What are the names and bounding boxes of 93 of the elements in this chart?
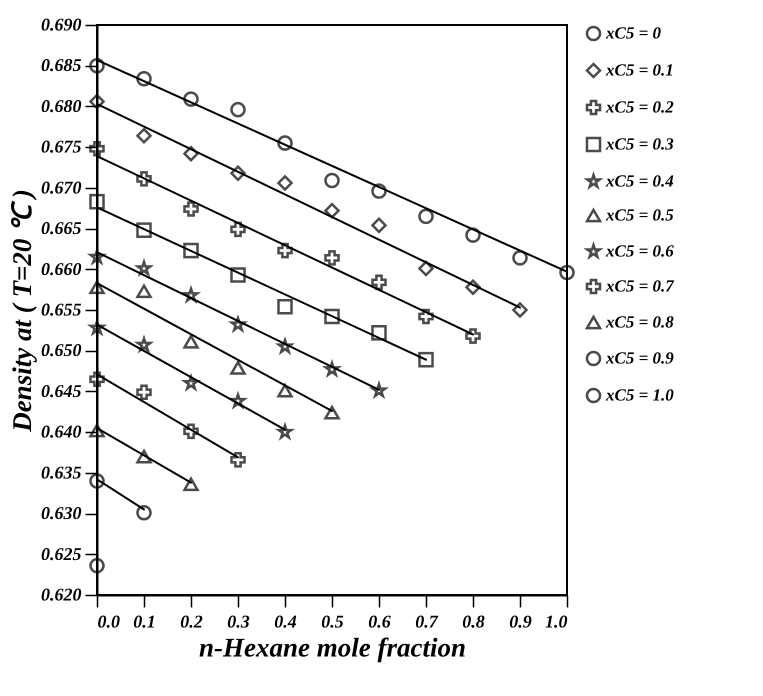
point: [183, 201, 199, 217]
point: [136, 222, 152, 238]
point: [136, 284, 152, 298]
point: [371, 325, 387, 341]
point: [89, 280, 105, 294]
point: [371, 183, 387, 199]
point: [277, 298, 293, 315]
point: [136, 171, 152, 187]
y-tick-label: 0.685: [41, 55, 82, 76]
x-axis-title: n-Hexane mole fraction: [199, 632, 466, 662]
point: [89, 424, 105, 438]
point: [418, 352, 434, 368]
point: [324, 308, 340, 324]
legend-label: xC5 = 0.9: [605, 348, 674, 368]
point: [89, 94, 105, 110]
point: [512, 302, 528, 318]
legend-label: xC5 = 0.7: [605, 276, 676, 296]
x-tick-label: 0.8: [462, 612, 485, 632]
legend-label: xC5 = 0.6: [605, 242, 674, 260]
x-tick-label: 0.2: [180, 612, 203, 632]
point: [324, 250, 340, 266]
point: [136, 384, 152, 400]
y-tick-label: 0.670: [41, 177, 82, 198]
point: [371, 274, 387, 290]
point: [89, 58, 105, 74]
point: [371, 218, 387, 234]
point: [465, 279, 481, 295]
point: [418, 260, 434, 276]
point: [465, 328, 481, 344]
point: [230, 452, 246, 468]
x-tick-label: 0.0: [98, 612, 120, 632]
y-tick-label: 0.660: [41, 258, 82, 279]
legend-label: xC5 = 0.5: [605, 206, 674, 224]
point: [183, 146, 199, 162]
point: [183, 334, 199, 349]
point: [277, 175, 293, 191]
legend-label: xC5 = 0.3: [605, 134, 674, 154]
point: [183, 91, 199, 107]
point: [89, 371, 105, 387]
legend-label: xC5 = 0.1: [605, 60, 674, 80]
y-tick-label: 0.690: [41, 14, 82, 34]
legend-label: xC5 = 1.0: [605, 386, 674, 404]
x-tick-label: 1.0: [545, 612, 568, 632]
x-tick-label: 0.7: [415, 612, 439, 632]
point: [136, 128, 152, 144]
point: [277, 135, 293, 151]
x-tick-label: 0.1: [133, 612, 156, 632]
point: [559, 264, 575, 280]
point: [183, 477, 199, 492]
point: [183, 424, 199, 440]
y-axis-title: Density at ( T=20 ℃ ): [7, 189, 37, 433]
y-tick-label: 0.620: [41, 584, 82, 604]
point: [277, 384, 293, 398]
point: [230, 102, 246, 118]
point: [136, 505, 152, 521]
point: [418, 308, 434, 324]
point: [183, 242, 199, 258]
point: [230, 222, 246, 238]
point: [89, 473, 105, 489]
y-tick-label: 0.635: [41, 462, 82, 482]
y-tick-label: 0.645: [41, 380, 82, 401]
point: [230, 360, 246, 375]
point: [230, 165, 246, 181]
x-tick-label: 0.5: [321, 612, 344, 632]
y-tick-label: 0.655: [41, 300, 82, 320]
point: [89, 194, 105, 210]
point: [512, 250, 528, 266]
x-tick-label: 0.6: [368, 612, 391, 632]
point: [89, 558, 105, 574]
x-tick-label: 0.3: [227, 612, 250, 632]
point: [136, 70, 152, 86]
legend-label: xC5 = 0.4: [605, 172, 674, 190]
legend-label: xC5 = 0.8: [605, 312, 674, 332]
y-tick-label: 0.625: [41, 544, 82, 564]
y-tick-label: 0.650: [41, 340, 82, 360]
point: [89, 141, 105, 157]
x-tick-label: 0.4: [274, 612, 297, 632]
point: [324, 172, 340, 188]
point: [230, 267, 246, 283]
y-tick-label: 0.680: [41, 96, 82, 116]
point: [324, 202, 340, 218]
y-tick-label: 0.640: [41, 422, 82, 442]
y-tick-label: 0.665: [41, 218, 82, 238]
point: [465, 227, 481, 243]
point: [418, 208, 434, 224]
legend-label: xC5 = 0: [605, 24, 662, 42]
y-tick-label: 0.675: [41, 136, 82, 157]
y-tick-label: 0.630: [41, 503, 82, 524]
point: [136, 450, 152, 464]
x-tick-label: 0.9: [509, 612, 532, 632]
point: [277, 242, 293, 258]
point: [324, 406, 340, 420]
legend-label: xC5 = 0.2: [605, 98, 674, 116]
